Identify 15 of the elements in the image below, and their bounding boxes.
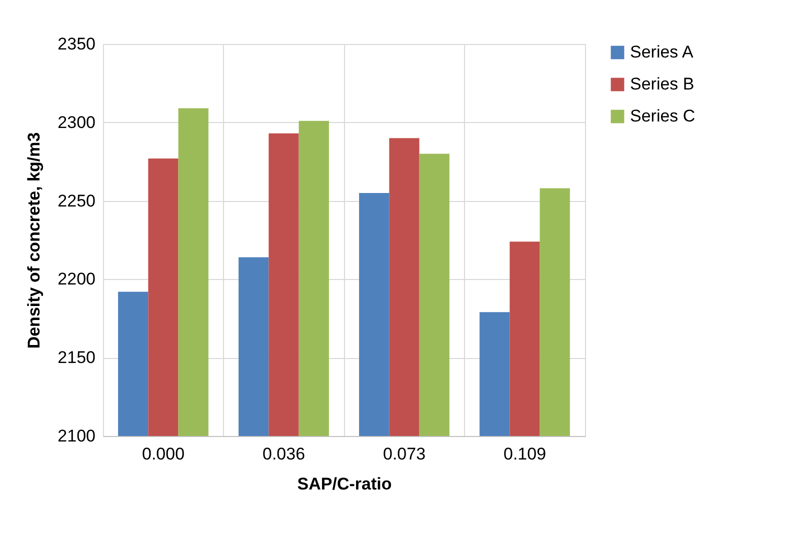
y-tick-label: 2300: [58, 112, 96, 132]
y-tick-label: 2100: [58, 426, 96, 446]
y-tick-label: 2150: [58, 348, 96, 368]
x-tick-label: 0.109: [503, 444, 546, 464]
legend-label: Series C: [630, 106, 696, 126]
legend-label: Series B: [630, 74, 694, 94]
x-tick-label: 0.000: [142, 444, 185, 464]
y-tick-label: 2250: [58, 191, 96, 210]
y-tick-label: 2200: [58, 270, 96, 289]
y-tick-label: 2350: [58, 34, 96, 54]
x-tick-label: 0.073: [382, 444, 426, 464]
x-axis-title: SAP/C-ratio: [297, 474, 392, 494]
y-axis-title: Density of concrete, kg/m3: [24, 132, 44, 349]
x-tick-label: 0.036: [262, 444, 306, 464]
legend-label: Series A: [630, 42, 694, 62]
